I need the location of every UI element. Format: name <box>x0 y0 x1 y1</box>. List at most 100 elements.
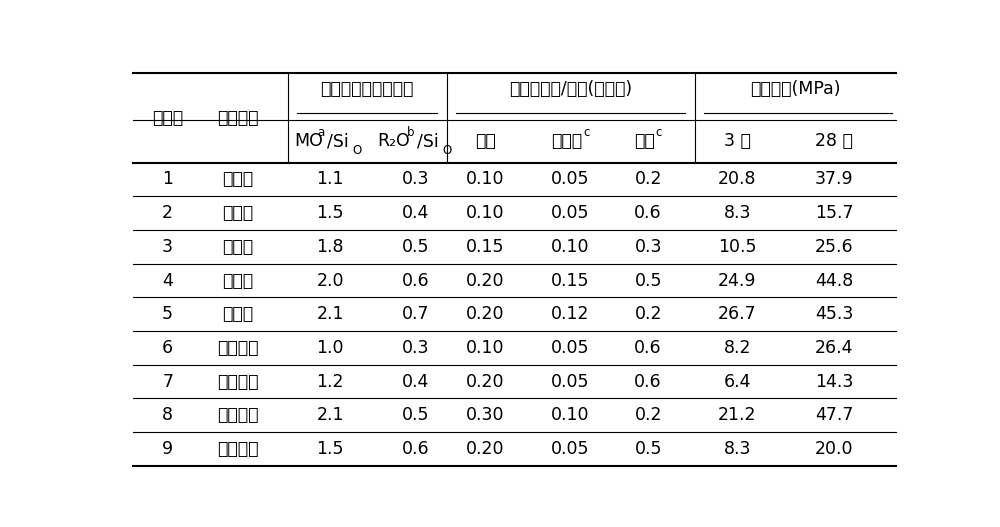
Text: 0.4: 0.4 <box>402 373 429 391</box>
Text: 富高岭土: 富高岭土 <box>217 406 258 424</box>
Text: 0.7: 0.7 <box>402 305 429 323</box>
Text: 4: 4 <box>162 271 173 289</box>
Text: 0.2: 0.2 <box>634 406 662 424</box>
Text: R₂O: R₂O <box>377 132 410 150</box>
Text: 47.7: 47.7 <box>815 406 853 424</box>
Text: 0.2: 0.2 <box>634 305 662 323</box>
Text: c: c <box>583 126 590 139</box>
Text: 富高岭土: 富高岭土 <box>217 339 258 357</box>
Text: 1.5: 1.5 <box>317 440 344 458</box>
Text: 0.6: 0.6 <box>402 440 429 458</box>
Text: 膨润土: 膨润土 <box>222 171 253 189</box>
Text: 8.3: 8.3 <box>724 440 751 458</box>
Text: 0.05: 0.05 <box>551 373 590 391</box>
Text: 1.5: 1.5 <box>317 204 344 222</box>
Text: 抗压强度(MPa): 抗压强度(MPa) <box>750 80 841 98</box>
Text: 0.20: 0.20 <box>466 440 505 458</box>
Text: 富高岭土: 富高岭土 <box>217 440 258 458</box>
Text: 8.3: 8.3 <box>724 204 751 222</box>
Text: 0.4: 0.4 <box>402 204 429 222</box>
Text: 膨润土: 膨润土 <box>222 238 253 256</box>
Text: 0.10: 0.10 <box>551 238 590 256</box>
Text: 0.3: 0.3 <box>402 339 429 357</box>
Text: 20.0: 20.0 <box>815 440 853 458</box>
Text: 3: 3 <box>162 238 173 256</box>
Text: 7: 7 <box>162 373 173 391</box>
Text: 0.15: 0.15 <box>466 238 505 256</box>
Text: 0.10: 0.10 <box>551 406 590 424</box>
Text: 6: 6 <box>162 339 173 357</box>
Text: /Si: /Si <box>417 132 439 150</box>
Text: 24.9: 24.9 <box>718 271 757 289</box>
Text: 10.5: 10.5 <box>718 238 757 256</box>
Text: 3 天: 3 天 <box>724 132 751 150</box>
Text: 0.10: 0.10 <box>466 339 505 357</box>
Text: 20.8: 20.8 <box>718 171 757 189</box>
Text: 26.4: 26.4 <box>815 339 853 357</box>
Text: /Si: /Si <box>327 132 349 150</box>
Text: 1: 1 <box>162 171 173 189</box>
Text: O: O <box>352 144 361 157</box>
Text: 0.12: 0.12 <box>551 305 590 323</box>
Text: O: O <box>442 144 451 157</box>
Text: 实例号: 实例号 <box>152 109 183 127</box>
Text: 0.05: 0.05 <box>551 204 590 222</box>
Text: 膨润土: 膨润土 <box>222 271 253 289</box>
Text: 8: 8 <box>162 406 173 424</box>
Text: 21.2: 21.2 <box>718 406 757 424</box>
Text: 石膏: 石膏 <box>634 132 655 150</box>
Text: 9: 9 <box>162 440 173 458</box>
Text: 0.10: 0.10 <box>466 204 505 222</box>
Text: 0.15: 0.15 <box>551 271 590 289</box>
Text: 28 天: 28 天 <box>815 132 853 150</box>
Text: 1.2: 1.2 <box>317 373 344 391</box>
Text: 0.6: 0.6 <box>634 339 662 357</box>
Text: 0.3: 0.3 <box>634 238 662 256</box>
Text: 25.6: 25.6 <box>815 238 853 256</box>
Text: 0.20: 0.20 <box>466 271 505 289</box>
Text: 37.9: 37.9 <box>815 171 853 189</box>
Text: 熟石灰: 熟石灰 <box>551 132 583 150</box>
Text: 0.05: 0.05 <box>551 440 590 458</box>
Text: 1.0: 1.0 <box>317 339 344 357</box>
Text: 15.7: 15.7 <box>815 204 853 222</box>
Text: 0.6: 0.6 <box>634 373 662 391</box>
Text: 0.5: 0.5 <box>634 271 662 289</box>
Text: b: b <box>407 126 415 139</box>
Text: 6.4: 6.4 <box>724 373 751 391</box>
Text: a: a <box>317 126 325 139</box>
Text: 0.2: 0.2 <box>634 171 662 189</box>
Text: 膨润土: 膨润土 <box>222 204 253 222</box>
Text: 2.0: 2.0 <box>317 271 344 289</box>
Text: 1.1: 1.1 <box>317 171 344 189</box>
Text: 富高岭土: 富高岭土 <box>217 373 258 391</box>
Text: 0.5: 0.5 <box>402 406 429 424</box>
Text: 0.6: 0.6 <box>634 204 662 222</box>
Text: 0.05: 0.05 <box>551 339 590 357</box>
Text: 2.1: 2.1 <box>317 305 344 323</box>
Text: 2.1: 2.1 <box>317 406 344 424</box>
Text: 8.2: 8.2 <box>724 339 751 357</box>
Text: 0.10: 0.10 <box>466 171 505 189</box>
Text: 0.20: 0.20 <box>466 373 505 391</box>
Text: 44.8: 44.8 <box>815 271 853 289</box>
Text: 0.20: 0.20 <box>466 305 505 323</box>
Text: 矿渣: 矿渣 <box>475 132 496 150</box>
Text: 1.8: 1.8 <box>317 238 344 256</box>
Text: 2: 2 <box>162 204 173 222</box>
Text: 14.3: 14.3 <box>815 373 853 391</box>
Text: 0.3: 0.3 <box>402 171 429 189</box>
Text: 0.5: 0.5 <box>634 440 662 458</box>
Text: 0.30: 0.30 <box>466 406 505 424</box>
Text: 熔料配料（摸尔比）: 熔料配料（摸尔比） <box>320 80 414 98</box>
Text: 26.7: 26.7 <box>718 305 757 323</box>
Text: 0.05: 0.05 <box>551 171 590 189</box>
Text: 45.3: 45.3 <box>815 305 853 323</box>
Text: 0.6: 0.6 <box>402 271 429 289</box>
Text: 粘土种类: 粘土种类 <box>217 109 258 127</box>
Text: 膨润土: 膨润土 <box>222 305 253 323</box>
Text: 5: 5 <box>162 305 173 323</box>
Text: MO: MO <box>294 132 323 150</box>
Text: 水泥掄各料/熔料(质量比): 水泥掄各料/熔料(质量比) <box>509 80 632 98</box>
Text: c: c <box>655 126 662 139</box>
